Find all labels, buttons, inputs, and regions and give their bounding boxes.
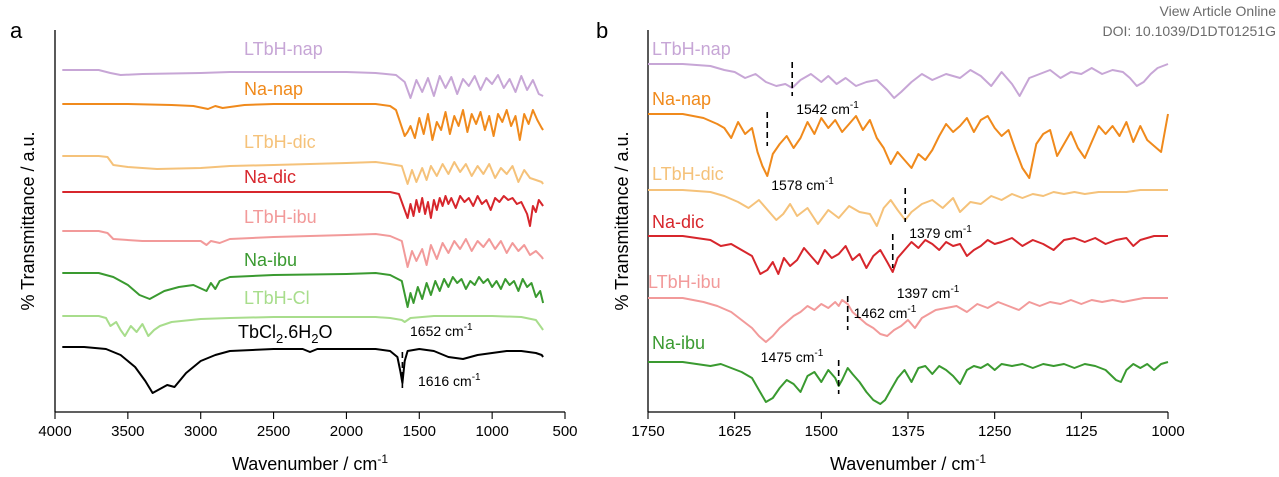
label-a-tbcl2: TbCl2.6H2O [238,322,333,346]
label-b-na-dic: Na-dic [652,212,704,232]
label-b-na-nap: Na-nap [652,89,711,109]
series-a-ltbh-nap [62,69,544,99]
panel-a: a 4000 3500 3000 2500 2000 1500 1000 500 1652 c… [10,18,578,474]
doi-link[interactable]: DOI: 10.1039/D1DT01251G [1102,23,1276,39]
panel-a-tick-label-2500: 2500 [257,423,290,440]
label-a-ltbh-ibu: LTbH-ibu [244,207,317,227]
panel-a-tick-label-2000: 2000 [330,423,363,440]
label-b-na-ibu: Na-ibu [652,333,705,353]
panel-b-x-ticks: 1750 1625 1500 1375 1250 1125 1000 [631,412,1185,440]
panel-b-tick-label-1125: 1125 [1065,423,1097,440]
series-a-na-nap [62,103,544,141]
panel-a-annotations: 1652 cm-1 1616 cm-1 [401,322,481,389]
label-a-na-dic: Na-dic [244,167,296,187]
annotation-b-1542: 1542 cm-1 [796,100,859,117]
panel-b-y-title: % Transmittance / a.u. [612,131,632,310]
panel-a-x-ticks: 4000 3500 3000 2500 2000 1500 1000 500 [38,412,578,440]
panel-b-tick-label-1625: 1625 [718,423,751,440]
panel-a-tick-label-1000: 1000 [475,423,508,440]
annotation-a-1616: 1616 cm-1 [418,372,481,389]
panel-a-tick-label-4000: 4000 [38,423,71,440]
label-a-ltbh-cl: LTbH-Cl [244,288,310,308]
series-b-na-ibu [648,361,1169,405]
series-b-na-dic [648,235,1168,275]
label-b-ltbh-ibu: LTbH-ibu [648,272,721,292]
panel-a-tick-label-3500: 3500 [111,423,144,440]
panel-a-traces [62,69,545,394]
panel-b-tick-label-1750: 1750 [631,423,664,440]
panel-a-y-title: % Transmittance / a.u. [18,131,38,310]
panel-a-tick-label-1500: 1500 [403,423,436,440]
series-b-ltbh-ibu [648,297,1168,343]
label-a-na-ibu: Na-ibu [244,250,297,270]
panel-b-tick-label-1000: 1000 [1151,423,1184,440]
panel-b-traces [648,63,1169,405]
panel-b-tick-label-1500: 1500 [805,423,838,440]
panel-b-tick-label-1250: 1250 [978,423,1011,440]
series-b-na-nap [648,113,1169,179]
series-b-ltbh-nap [648,63,1169,99]
annotation-b-1578: 1578 cm-1 [771,176,834,193]
panel-b-tick-label-1375: 1375 [891,423,924,440]
annotation-a-1652: 1652 cm-1 [410,322,473,339]
panel-a-letter: a [10,18,23,43]
series-a-ltbh-cl [62,315,544,337]
panel-a-tick-label-500: 500 [552,423,577,440]
panel-b-annotations: 1542 cm-1 1578 cm-1 1379 cm-1 1397 cm-1 1462… [761,62,972,394]
panel-b-letter: b [596,18,608,43]
series-a-na-dic [62,191,544,227]
series-a-ltbh-ibu [62,230,544,268]
label-a-ltbh-dic: LTbH-dic [244,132,316,152]
panel-a-tick-label-3000: 3000 [184,423,217,440]
annotation-b-1462: 1462 cm-1 [854,304,917,321]
series-a-ltbh-dic [62,155,544,185]
series-a-tbcl [62,346,544,394]
label-a-na-nap: Na-nap [244,79,303,99]
panel-b-x-title: Wavenumber / cm-1 [830,452,986,474]
annotation-b-1475: 1475 cm-1 [761,348,824,365]
series-a-na-ibu [62,272,545,308]
label-b-ltbh-dic: LTbH-dic [652,164,724,184]
panel-b: b 1750 1625 1500 1375 1250 1125 1000 1542 cm-1… [596,18,1185,474]
label-a-ltbh-nap: LTbH-nap [244,39,323,59]
view-article-online-link[interactable]: View Article Online [1160,3,1277,19]
label-b-ltbh-nap: LTbH-nap [652,39,731,59]
series-b-ltbh-dic [648,189,1168,227]
annotation-b-1397: 1397 cm-1 [897,284,960,301]
annotation-b-1379: 1379 cm-1 [909,224,972,241]
panel-a-x-title: Wavenumber / cm-1 [232,452,388,474]
